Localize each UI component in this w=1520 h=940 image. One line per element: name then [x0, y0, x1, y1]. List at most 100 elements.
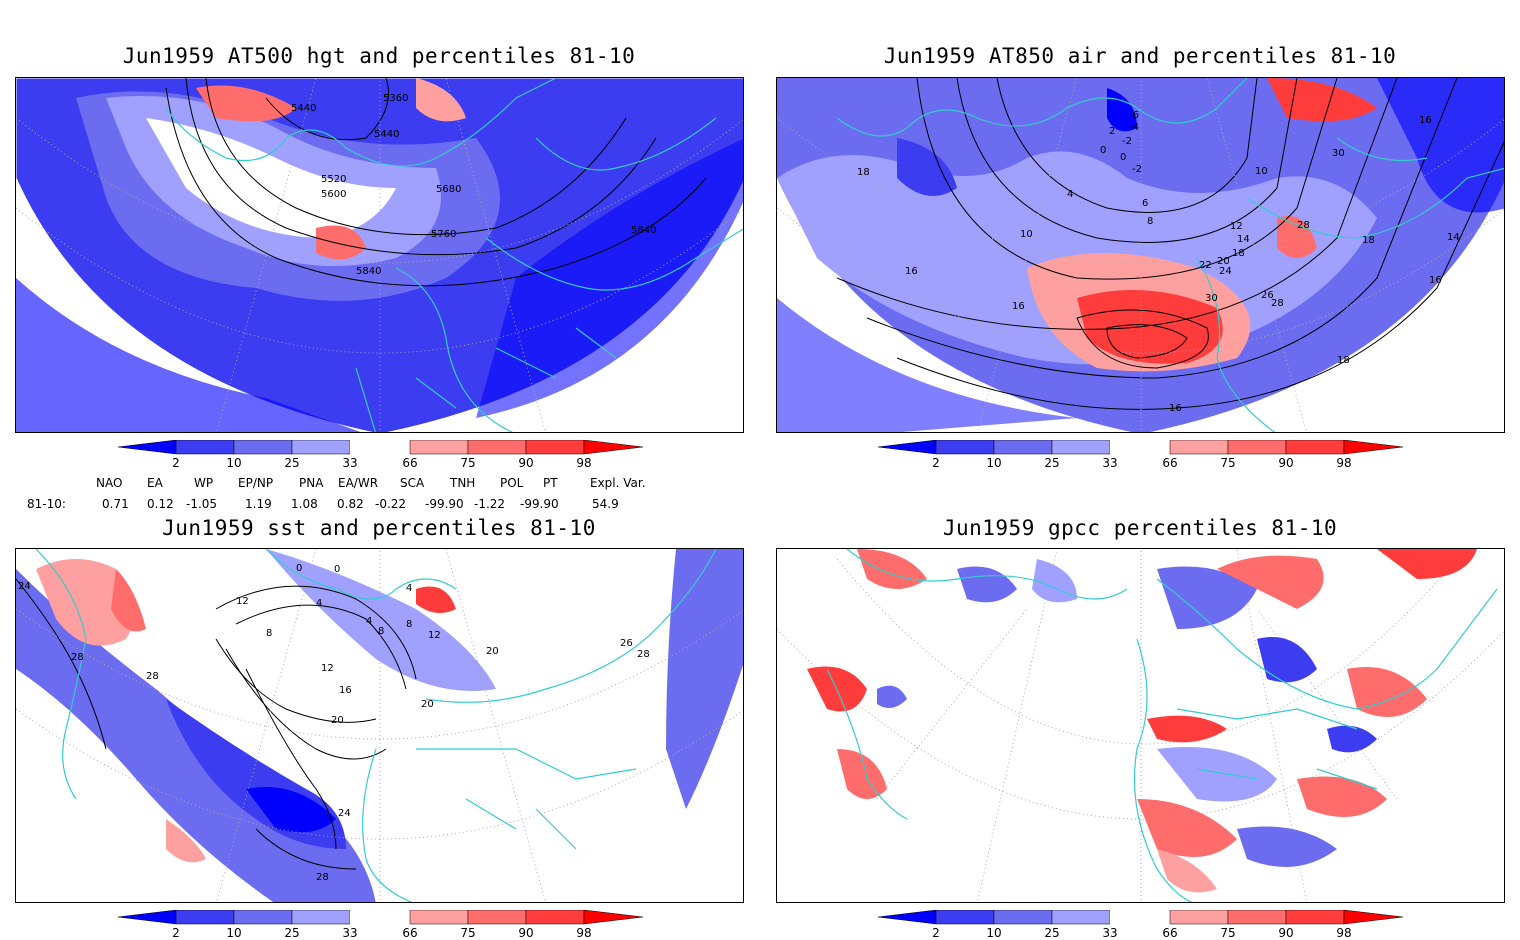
contour-label: 12	[321, 663, 334, 674]
colorbar-label: 2	[172, 926, 180, 940]
colorbar-label: 66	[402, 926, 418, 940]
map-panel-sst: 24 28 28 12 8 4 0 0 4 8 12 16 20 24 28 2…	[15, 548, 744, 903]
contour-label: 5840	[356, 266, 381, 277]
index-header: EP/NP	[238, 476, 274, 490]
map-gpcc	[777, 549, 1504, 902]
contour-label: 5680	[436, 184, 461, 195]
contour-label: 0	[1120, 152, 1126, 163]
hgt-contours	[165, 78, 707, 287]
contour-label: 0	[296, 563, 302, 574]
index-header: Expl. Var.	[590, 476, 646, 490]
contour-label: 20	[486, 646, 499, 657]
coastlines	[165, 78, 743, 432]
contour-label: 6	[1142, 198, 1148, 209]
index-header: EA	[147, 476, 163, 490]
contour-label: 24	[1219, 266, 1232, 277]
contour-label: 28	[146, 671, 159, 682]
panel-title-sst: Jun1959 sst and percentiles 81-10	[162, 516, 596, 540]
index-header: EA/WR	[338, 476, 379, 490]
map-panel-air: -6 -4 -2 -2 0 0 2 4 6 8 10 10 12 14 16 1…	[776, 77, 1505, 433]
index-row-label: 81-10:	[27, 497, 66, 511]
colorbar-label: 10	[986, 926, 1002, 940]
contour-label: 8	[266, 628, 272, 639]
index-value: -99.90	[520, 497, 559, 511]
contour-label: 24	[338, 808, 351, 819]
map-panel-gpcc	[776, 548, 1505, 903]
contour-label: 0	[1100, 145, 1106, 156]
index-header: PT	[543, 476, 558, 490]
colorbar-swatches	[877, 909, 1404, 925]
map-hgt: 5440 5360 5440 5520 5600 5680 5760 5840 …	[16, 78, 743, 432]
colorbar-bottom-left: 2 10 25 33 66 75 90 98	[117, 909, 644, 940]
gpcc-anomaly-fills	[807, 549, 1477, 893]
contour-label: 28	[316, 872, 329, 883]
index-value: 1.19	[245, 497, 272, 511]
colorbar-label: 66	[1162, 926, 1178, 940]
index-value: -1.05	[186, 497, 218, 511]
colorbar-label: 90	[1278, 456, 1294, 470]
map-sst: 24 28 28 12 8 4 0 0 4 8 12 16 20 24 28 2…	[16, 549, 743, 902]
contour-label: 18	[857, 167, 870, 178]
contour-label: 16	[905, 266, 918, 277]
sst-anomaly-fills	[16, 549, 743, 902]
panel-title-air: Jun1959 AT850 air and percentiles 81-10	[883, 44, 1397, 68]
colorbar-bottom-right: 2 10 25 33 66 75 90 98	[877, 909, 1404, 940]
contour-label: 5760	[431, 229, 456, 240]
contour-label: 12	[1230, 221, 1243, 232]
colorbar-label: 33	[342, 456, 358, 470]
colorbar-label: 90	[1278, 926, 1294, 940]
contour-label: 20	[1217, 256, 1230, 267]
colorbar-swatches	[117, 909, 644, 925]
contour-label: 12	[428, 630, 441, 641]
contour-label: 12	[236, 596, 249, 607]
contour-label: 4	[406, 583, 412, 594]
colorbar-label: 90	[518, 926, 534, 940]
contour-label: 10	[1255, 166, 1268, 177]
contour-label: 5840	[631, 225, 656, 236]
index-header: NAO	[96, 476, 123, 490]
colorbar-label: 25	[1044, 456, 1060, 470]
colorbar-label: 33	[1102, 456, 1118, 470]
air-anomaly-fills	[777, 78, 1504, 432]
index-value: -0.22	[375, 497, 407, 511]
index-header: TNH	[450, 476, 476, 490]
colorbar-label: 66	[402, 456, 418, 470]
contour-label: 24	[18, 581, 31, 592]
index-header: WP	[194, 476, 214, 490]
contour-label: 16	[1012, 301, 1025, 312]
map-air: -6 -4 -2 -2 0 0 2 4 6 8 10 10 12 14 16 1…	[777, 78, 1504, 432]
contour-label: 10	[1020, 229, 1033, 240]
contour-label: 8	[406, 619, 412, 630]
index-value: 0.12	[147, 497, 174, 511]
contour-label: 18	[1337, 355, 1350, 366]
contour-label: 4	[316, 598, 322, 609]
colorbar-label: 98	[576, 456, 592, 470]
colorbar-swatches	[877, 439, 1404, 455]
contour-label: 5440	[291, 103, 316, 114]
colorbar-top-right: 2 10 25 33 66 75 90 98	[877, 439, 1404, 470]
contour-label: -2	[1132, 164, 1142, 175]
colorbar-label: 2	[172, 456, 180, 470]
colorbar-label: 98	[1336, 926, 1352, 940]
index-value: 0.82	[337, 497, 364, 511]
contour-label: 22	[1199, 260, 1212, 271]
map-panel-hgt: 5440 5360 5440 5520 5600 5680 5760 5840 …	[15, 77, 744, 433]
colorbar-label: 90	[518, 456, 534, 470]
contour-label: -6	[1129, 110, 1139, 121]
contour-label: 26	[620, 638, 633, 649]
contour-label: 5360	[383, 93, 408, 104]
contour-label: 8	[1147, 216, 1153, 227]
contour-label: 30	[1332, 148, 1345, 159]
colorbar-label: 2	[932, 456, 940, 470]
contour-label: -4	[1129, 122, 1139, 133]
colorbar-label: 10	[986, 456, 1002, 470]
contour-label: 16	[339, 685, 352, 696]
colorbar-label: 25	[284, 456, 300, 470]
contour-label: 0	[334, 564, 340, 575]
air-contours	[836, 78, 1504, 410]
contour-label: 18	[1232, 248, 1245, 259]
index-value: 0.71	[102, 497, 129, 511]
contour-label: 4	[366, 616, 372, 627]
index-value: -99.90	[425, 497, 464, 511]
contour-label: 28	[1297, 220, 1310, 231]
